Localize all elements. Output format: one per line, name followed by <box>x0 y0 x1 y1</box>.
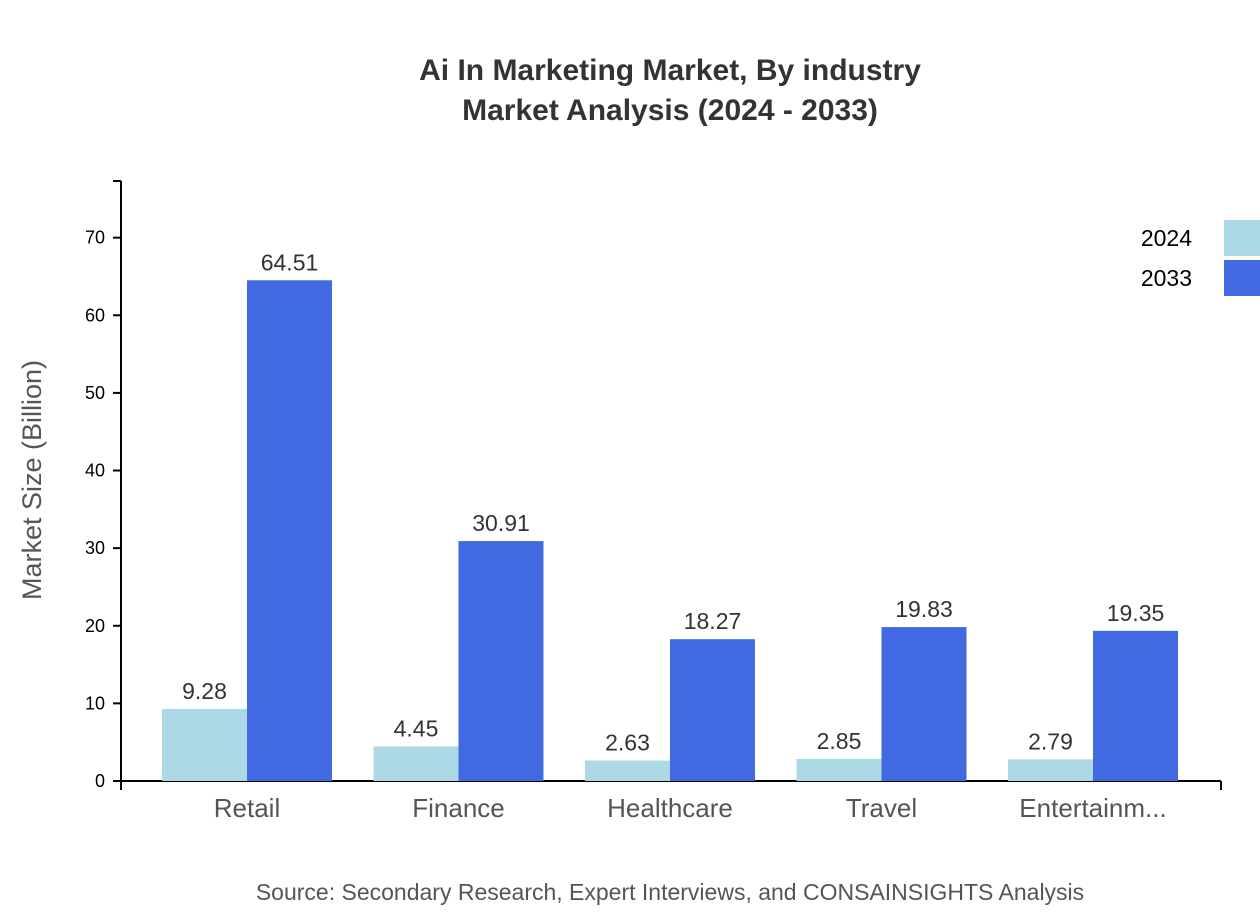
data-label: 18.27 <box>684 608 742 634</box>
y-tick-label: 10 <box>85 693 105 713</box>
data-label: 9.28 <box>182 678 227 704</box>
bar-2033 <box>458 541 544 781</box>
y-tick-label: 50 <box>85 383 105 403</box>
data-label: 2.85 <box>817 728 862 754</box>
y-tick-label: 20 <box>85 616 105 636</box>
data-label: 19.83 <box>895 596 953 622</box>
bar-2024 <box>373 746 459 781</box>
bar-2024 <box>585 760 670 781</box>
bar-2024 <box>1008 759 1093 781</box>
data-label: 2.79 <box>1028 728 1073 754</box>
y-tick-label: 0 <box>95 771 105 791</box>
bar-2024 <box>162 708 247 781</box>
legend-swatch-2033 <box>1224 260 1260 296</box>
y-tick-label: 70 <box>85 228 105 248</box>
legend-label: 2024 <box>1141 225 1192 251</box>
x-tick-label: Finance <box>412 793 505 823</box>
x-tick-label: Entertainm... <box>1019 793 1166 823</box>
y-tick-label: 30 <box>85 538 105 558</box>
y-tick-label: 40 <box>85 461 105 481</box>
legend-label: 2033 <box>1141 265 1192 291</box>
bar-2033 <box>247 280 332 781</box>
data-label: 4.45 <box>394 715 439 741</box>
data-label: 30.91 <box>472 510 530 536</box>
y-tick-label: 60 <box>85 305 105 325</box>
chart-subtitle: Market Analysis (2024 - 2033) <box>462 94 878 127</box>
source-note: Source: Secondary Research, Expert Inter… <box>256 879 1084 905</box>
bar-2033 <box>1093 630 1178 781</box>
data-label: 2.63 <box>605 730 650 756</box>
bar-2024 <box>796 758 882 781</box>
bar-2033 <box>670 639 755 781</box>
data-label: 19.35 <box>1107 600 1165 626</box>
bar-2033 <box>881 627 967 781</box>
chart-title: Ai In Marketing Market, By industry <box>419 54 921 87</box>
x-tick-label: Travel <box>846 793 917 823</box>
x-tick-label: Retail <box>214 793 280 823</box>
legend-swatch-2024 <box>1224 220 1260 256</box>
x-tick-label: Healthcare <box>607 793 733 823</box>
y-axis-label: Market Size (Billion) <box>17 360 47 600</box>
data-label: 64.51 <box>261 249 319 275</box>
